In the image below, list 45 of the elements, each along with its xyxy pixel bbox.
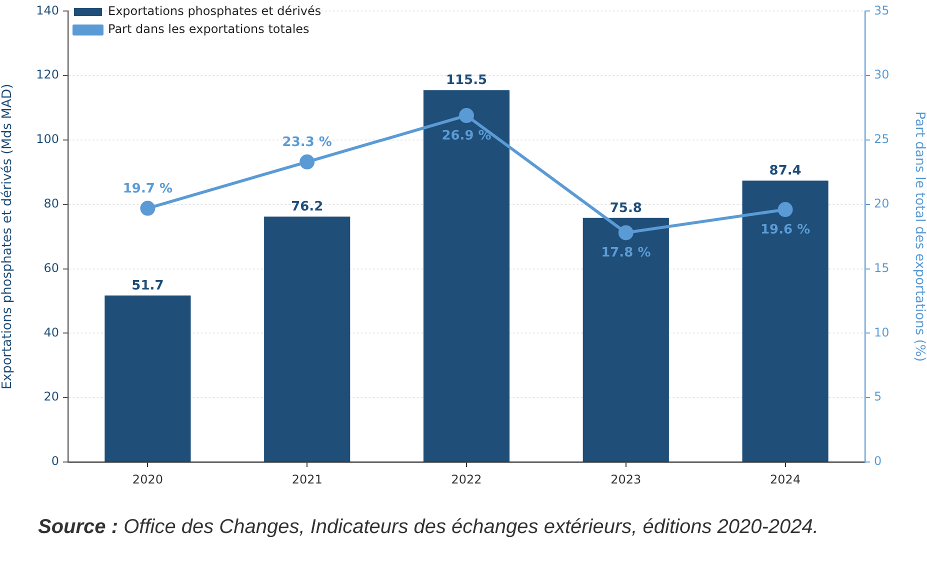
bar — [104, 296, 191, 462]
x-tick-label: 2022 — [451, 472, 482, 486]
y-tick-label: 60 — [44, 260, 59, 275]
data-label: 19.6 % — [760, 222, 810, 238]
y2-tick-label: 15 — [874, 260, 890, 275]
y-tick-label: 40 — [44, 325, 59, 340]
bar — [742, 180, 828, 462]
data-label: 23.3 % — [282, 134, 332, 150]
data-label: 19.7 % — [122, 181, 173, 196]
y2-tick-label: 0 — [874, 454, 882, 468]
bar — [423, 90, 510, 462]
source-note: Source : Office des Changes, Indicateurs des échanges extérieurs, éditions 2020-2024. — [38, 516, 818, 539]
y2-tick-label: 5 — [874, 390, 882, 404]
bar — [264, 216, 350, 462]
y-axis-title: Exportations phosphates et dérivés (Mds MAD) — [0, 84, 16, 390]
y-tick-label: 100 — [36, 132, 59, 146]
x-tick-label: 2024 — [770, 472, 801, 486]
y2-axis-title: Part dans le total des exportations (%) — [912, 111, 927, 362]
point — [300, 154, 315, 170]
y-tick-label: 140 — [36, 3, 59, 18]
y2-tick-label: 35 — [874, 3, 890, 18]
legend-label: Exportations phosphates et dérivés — [108, 4, 322, 18]
bar — [582, 218, 669, 462]
data-label: 17.8 % — [601, 246, 651, 261]
point — [459, 108, 474, 124]
x-tick-label: 2021 — [292, 472, 322, 486]
y2-tick-label: 20 — [874, 196, 890, 211]
y-tick-label: 120 — [36, 68, 59, 82]
point — [140, 200, 156, 216]
point — [618, 225, 634, 240]
y2-tick-label: 30 — [874, 68, 890, 82]
data-label: 87.4 — [769, 164, 802, 179]
data-label: 51.7 — [132, 278, 164, 294]
data-label: 115.5 — [446, 73, 488, 88]
legend-label: Part dans les exportations totales — [108, 22, 310, 36]
x-tick-label: 2023 — [610, 472, 642, 486]
data-label: 76.2 — [291, 200, 324, 215]
y-tick-label: 0 — [51, 454, 59, 468]
data-label: 75.8 — [610, 200, 642, 216]
y2-tick-label: 10 — [874, 325, 890, 340]
point — [778, 202, 793, 218]
x-tick-label: 2020 — [132, 472, 163, 486]
y-tick-label: 20 — [44, 390, 59, 404]
y2-tick-label: 25 — [874, 132, 890, 146]
y-tick-label: 80 — [44, 196, 59, 211]
